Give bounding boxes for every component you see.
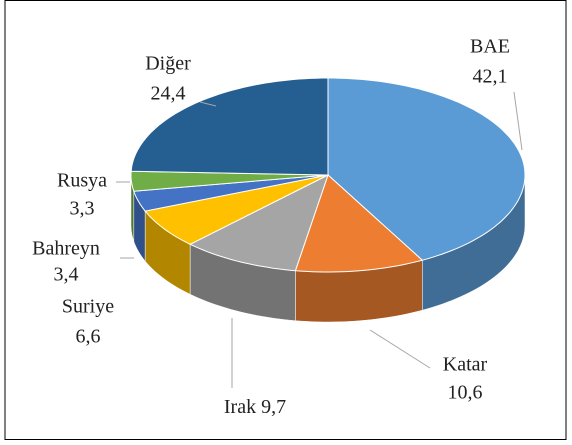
category-label: Suriye bbox=[62, 296, 114, 318]
value-label: 10,6 bbox=[448, 382, 483, 404]
leader-line bbox=[369, 329, 431, 369]
data-label: Irak 9,7 bbox=[224, 396, 286, 418]
slice bbox=[130, 77, 329, 176]
category-label: Irak bbox=[224, 396, 256, 418]
category-label: BAE bbox=[470, 36, 510, 58]
slice bbox=[294, 174, 424, 273]
category-label: Diğer bbox=[145, 53, 191, 75]
leader-line bbox=[513, 91, 523, 151]
slice bbox=[133, 174, 329, 212]
value-label: 9,7 bbox=[261, 396, 286, 418]
value-label: 3,4 bbox=[54, 264, 79, 286]
value-label: 3,3 bbox=[70, 198, 95, 220]
slice bbox=[327, 77, 526, 261]
value-label: 6,6 bbox=[76, 326, 101, 348]
category-label: Bahreyn bbox=[32, 238, 100, 260]
leader-line bbox=[199, 101, 217, 107]
value-label: 24,4 bbox=[151, 83, 186, 105]
slice bbox=[130, 170, 329, 192]
category-label: Rusya bbox=[57, 170, 107, 192]
slice bbox=[144, 174, 329, 245]
category-label: Katar bbox=[443, 354, 488, 376]
slice bbox=[188, 174, 329, 272]
value-label: 42,1 bbox=[473, 66, 508, 88]
